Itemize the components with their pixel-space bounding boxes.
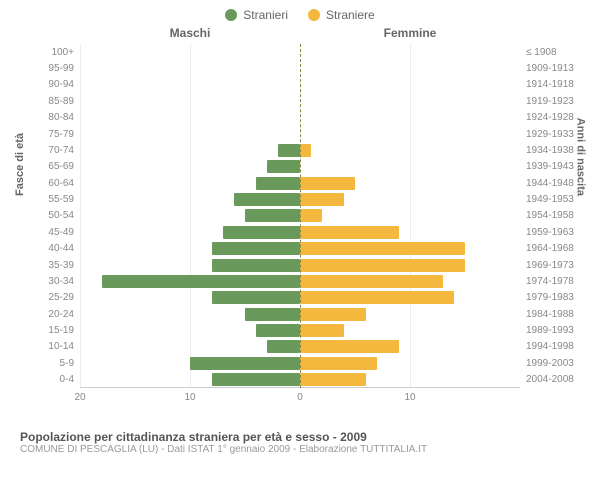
bar-female	[300, 373, 366, 386]
x-tick: 10	[184, 392, 195, 403]
legend-label-f: Straniere	[326, 8, 375, 22]
age-label: 55-59	[20, 191, 78, 207]
x-tick: 10	[404, 392, 415, 403]
age-label: 40-44	[20, 241, 78, 257]
bar-male	[190, 357, 300, 370]
center-divider	[300, 44, 301, 388]
chart-legend: Stranieri Straniere	[0, 0, 600, 26]
birth-label: 1984-1988	[522, 306, 580, 322]
birth-label: ≤ 1908	[522, 44, 580, 60]
age-label: 80-84	[20, 110, 78, 126]
legend-item-m: Stranieri	[225, 8, 288, 22]
age-label: 5-9	[20, 355, 78, 371]
bar-male	[245, 209, 300, 222]
age-label: 25-29	[20, 290, 78, 306]
birth-label: 1959-1963	[522, 224, 580, 240]
bar-male	[212, 291, 300, 304]
bar-male	[245, 308, 300, 321]
legend-item-f: Straniere	[308, 8, 375, 22]
legend-label-m: Stranieri	[243, 8, 288, 22]
bar-female	[300, 291, 454, 304]
age-label: 85-89	[20, 93, 78, 109]
x-tick: 20	[74, 392, 85, 403]
birth-label: 1964-1968	[522, 241, 580, 257]
bar-male	[256, 177, 300, 190]
header-left: Maschi	[80, 26, 300, 40]
age-label: 75-79	[20, 126, 78, 142]
bar-male	[278, 144, 300, 157]
chart-subtitle: COMUNE DI PESCAGLIA (LU) - Dati ISTAT 1°…	[20, 444, 580, 455]
bar-male	[267, 160, 300, 173]
birth-label: 1969-1973	[522, 257, 580, 273]
age-label: 90-94	[20, 77, 78, 93]
birth-label: 1929-1933	[522, 126, 580, 142]
birth-label: 1939-1943	[522, 159, 580, 175]
bar-female	[300, 324, 344, 337]
age-label: 35-39	[20, 257, 78, 273]
bar-female	[300, 144, 311, 157]
birth-label: 1919-1923	[522, 93, 580, 109]
bar-male	[234, 193, 300, 206]
bar-female	[300, 177, 355, 190]
bar-male	[102, 275, 300, 288]
birth-label: 1924-1928	[522, 110, 580, 126]
age-label: 60-64	[20, 175, 78, 191]
bar-male	[267, 340, 300, 353]
header-right: Femmine	[300, 26, 520, 40]
birth-label: 1979-1983	[522, 290, 580, 306]
legend-swatch-m	[225, 9, 237, 21]
bar-female	[300, 242, 465, 255]
bar-male	[212, 242, 300, 255]
birth-label: 1944-1948	[522, 175, 580, 191]
age-label: 45-49	[20, 224, 78, 240]
x-axis: 20100 10	[80, 387, 520, 406]
birth-label: 1994-1998	[522, 339, 580, 355]
age-labels: 100+95-9990-9485-8980-8475-7970-7465-696…	[20, 44, 78, 388]
bar-male	[223, 226, 300, 239]
birth-labels: ≤ 19081909-19131914-19181919-19231924-19…	[522, 44, 580, 388]
bar-female	[300, 209, 322, 222]
birth-label: 1954-1958	[522, 208, 580, 224]
age-label: 70-74	[20, 142, 78, 158]
column-headers: Maschi Femmine	[80, 26, 520, 40]
pyramid-chart: Maschi Femmine Fasce di età Anni di nasc…	[20, 26, 580, 426]
bar-female	[300, 193, 344, 206]
birth-label: 1914-1918	[522, 77, 580, 93]
bar-female	[300, 340, 399, 353]
birth-label: 1974-1978	[522, 273, 580, 289]
birth-label: 1949-1953	[522, 191, 580, 207]
legend-swatch-f	[308, 9, 320, 21]
age-label: 95-99	[20, 60, 78, 76]
chart-title: Popolazione per cittadinanza straniera p…	[20, 430, 580, 444]
age-label: 0-4	[20, 372, 78, 388]
age-label: 65-69	[20, 159, 78, 175]
birth-label: 1909-1913	[522, 60, 580, 76]
birth-label: 1989-1993	[522, 322, 580, 338]
bar-female	[300, 308, 366, 321]
age-label: 100+	[20, 44, 78, 60]
bar-female	[300, 226, 399, 239]
bar-female	[300, 259, 465, 272]
chart-footer: Popolazione per cittadinanza straniera p…	[20, 430, 580, 455]
age-label: 50-54	[20, 208, 78, 224]
bar-male	[212, 373, 300, 386]
birth-label: 1934-1938	[522, 142, 580, 158]
bar-male	[212, 259, 300, 272]
bar-male	[256, 324, 300, 337]
age-label: 20-24	[20, 306, 78, 322]
age-label: 15-19	[20, 322, 78, 338]
bar-female	[300, 275, 443, 288]
age-label: 10-14	[20, 339, 78, 355]
birth-label: 2004-2008	[522, 372, 580, 388]
age-label: 30-34	[20, 273, 78, 289]
bar-female	[300, 357, 377, 370]
birth-label: 1999-2003	[522, 355, 580, 371]
